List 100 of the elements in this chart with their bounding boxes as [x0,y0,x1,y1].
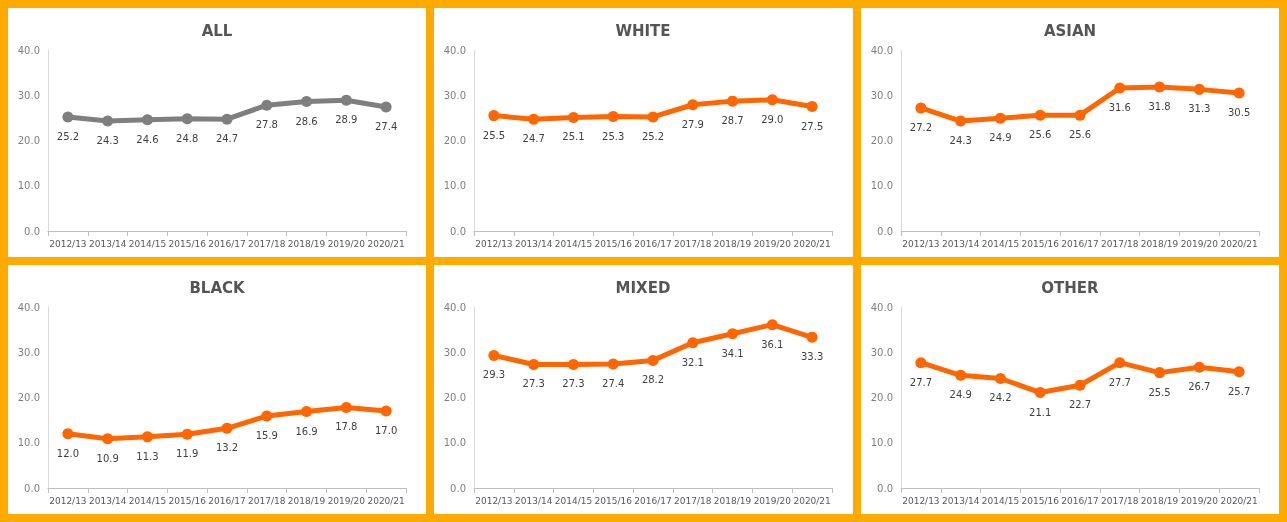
x-tick-label: 2018/19 [1140,238,1179,249]
point [1153,367,1165,379]
point [915,357,927,369]
x-tick-label: 2016/17 [1060,495,1099,506]
data-label: 26.7 [1187,381,1211,393]
point [340,401,352,413]
point [301,406,313,418]
point [301,96,313,108]
point [727,95,739,107]
data-label: 24.2 [988,392,1012,404]
data-label: 28.2 [642,374,665,386]
data-label: 25.6 [1068,129,1091,141]
data-label: 13.2 [215,442,239,454]
x-tick-label: 2018/19 [714,495,752,506]
data-label: 32.1 [681,356,705,368]
point [568,358,580,370]
point [1193,361,1205,373]
data-label: 16.9 [295,425,318,437]
x-tick-label: 2013/14 [941,238,980,249]
point [687,337,699,349]
y-tick-label: 30.0 [17,346,40,358]
chart-title: MIXED [615,278,671,297]
point [1074,109,1086,121]
x-tick-label: 2017/18 [674,495,713,506]
y-tick-label: 0.0 [24,482,40,494]
data-label: 25.6 [1028,129,1052,141]
data-label: 27.2 [909,121,932,133]
point [647,111,659,123]
chart-title: ASIAN [1043,21,1096,40]
x-tick-label: 2014/15 [128,495,167,506]
x-tick-label: 2016/17 [208,495,246,506]
x-tick-label: 2020/21 [1220,238,1258,249]
data-label: 33.3 [801,351,824,363]
data-label: 27.7 [1108,376,1131,388]
data-label: 27.4 [602,378,625,390]
x-tick-label: 2015/16 [168,238,207,249]
chart-title: WHITE [615,21,671,40]
y-tick-label: 10.0 [870,180,893,192]
point [994,112,1006,124]
x-tick-label: 2015/16 [594,495,633,506]
point [954,369,966,381]
y-tick-label: 40.0 [444,301,467,313]
data-label: 17.0 [374,425,398,437]
x-tick-label: 2012/13 [475,238,513,249]
point [1034,109,1046,121]
y-tick-label: 10.0 [17,437,40,449]
data-label: 25.5 [1148,386,1171,398]
x-tick-label: 2019/20 [327,495,366,506]
x-tick-label: 2018/19 [287,495,326,506]
point [767,94,779,106]
x-tick-label: 2019/20 [1180,495,1218,506]
point [380,101,392,113]
x-tick-label: 2016/17 [634,238,673,249]
data-label: 27.9 [681,118,705,130]
point [915,102,927,114]
x-tick-label: 2014/15 [981,238,1019,249]
data-label: 15.9 [255,430,278,442]
x-tick-label: 2013/14 [88,495,127,506]
data-label: 29.3 [483,369,506,381]
x-tick-label: 2014/15 [555,238,593,249]
data-label: 11.3 [136,450,159,462]
x-tick-label: 2012/13 [49,495,87,506]
y-tick-label: 40.0 [17,44,40,56]
y-tick-label: 20.0 [870,392,893,403]
x-tick-label: 2019/20 [327,238,366,249]
y-tick-label: 30.0 [17,89,40,101]
y-tick-label: 20.0 [17,135,40,146]
x-tick-label: 2014/15 [981,495,1019,506]
x-tick-label: 2020/21 [793,238,832,249]
y-tick-label: 0.0 [876,225,893,237]
point [647,354,659,366]
y-tick-label: 40.0 [870,301,893,313]
data-label: 22.7 [1068,399,1091,411]
data-label: 30.5 [1227,106,1250,118]
point [1193,83,1205,95]
data-label: 31.8 [1148,101,1171,113]
y-tick-label: 0.0 [24,225,40,237]
x-tick-label: 2020/21 [367,495,405,506]
data-label: 24.3 [949,135,972,147]
y-tick-label: 40.0 [17,301,40,313]
x-tick-label: 2020/21 [367,238,405,249]
data-label: 28.9 [335,114,358,126]
x-tick-label: 2020/21 [793,495,832,506]
x-tick-label: 2015/16 [1021,495,1059,506]
data-label: 24.6 [136,133,159,145]
x-tick-label: 2019/20 [1180,238,1218,249]
x-tick-label: 2016/17 [1060,238,1099,249]
point [528,113,540,125]
data-label: 25.5 [483,129,506,141]
x-tick-label: 2012/13 [901,495,940,506]
point [181,113,193,125]
point [687,99,699,111]
x-tick-label: 2017/18 [248,495,286,506]
point [1034,387,1046,399]
y-tick-label: 10.0 [17,180,40,192]
point [221,422,233,434]
data-label: 21.1 [1028,406,1052,418]
x-tick-label: 2014/15 [128,238,167,249]
point [1113,82,1125,94]
x-tick-label: 2017/18 [674,238,713,249]
